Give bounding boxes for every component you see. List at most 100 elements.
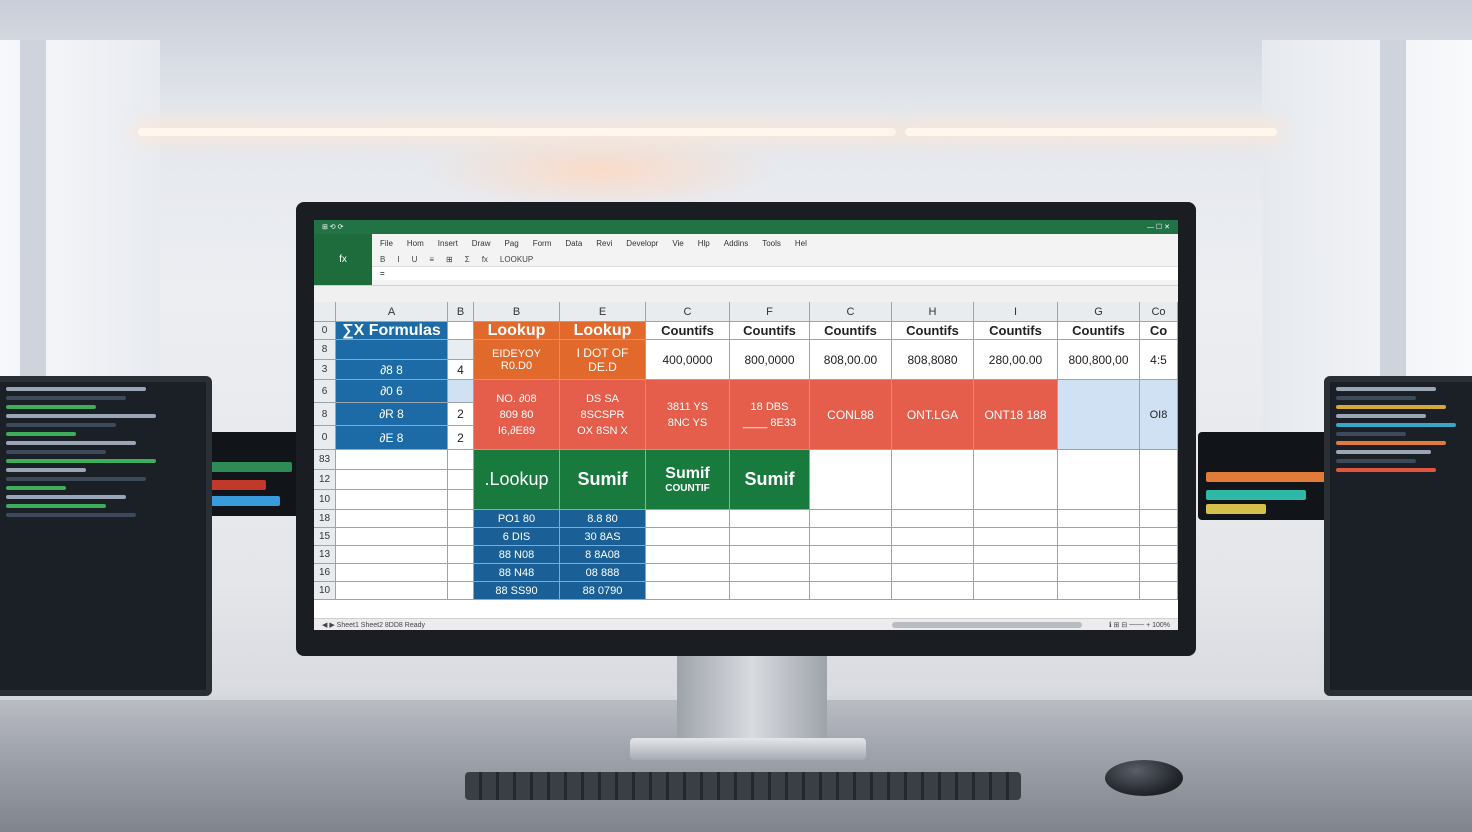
cell[interactable] (448, 450, 474, 470)
cell[interactable] (646, 564, 730, 582)
cell[interactable] (646, 510, 730, 528)
row-number[interactable]: 0 (314, 322, 336, 340)
cell[interactable] (448, 380, 474, 403)
cell[interactable]: 88 N48 (474, 564, 560, 582)
cell[interactable] (810, 510, 892, 528)
cell[interactable] (730, 510, 810, 528)
cell[interactable]: 2 (448, 403, 474, 426)
cell[interactable] (448, 528, 474, 546)
cell[interactable]: 2 (448, 426, 474, 450)
column-header[interactable]: E (560, 302, 646, 322)
menu-item[interactable]: Pag (504, 239, 519, 248)
cell[interactable]: 8.8 80 (560, 510, 646, 528)
cell[interactable] (892, 528, 974, 546)
window-controls[interactable]: — ☐ ✕ (1146, 224, 1170, 231)
count-value-cell[interactable]: 800,800,00 (1058, 340, 1140, 380)
cell[interactable] (974, 546, 1058, 564)
count-value-cell[interactable]: 808,8080 (892, 340, 974, 380)
italic-button[interactable]: I (397, 255, 400, 264)
formula-input[interactable]: = (380, 269, 385, 278)
row-number[interactable]: 12 (314, 470, 336, 490)
menu-item[interactable]: Hom (406, 239, 424, 248)
cell[interactable] (810, 564, 892, 582)
cell[interactable]: 88 N08 (474, 546, 560, 564)
cell[interactable] (1058, 380, 1140, 450)
cell[interactable]: 6 DIS (474, 528, 560, 546)
cell[interactable] (448, 490, 474, 510)
cell[interactable] (336, 510, 448, 528)
cell[interactable] (974, 564, 1058, 582)
column-header[interactable]: B (448, 302, 474, 322)
menu-item[interactable]: Tools (762, 239, 781, 248)
column-header[interactable]: Co (1140, 302, 1178, 322)
lookup-header-cell[interactable]: Lookup (474, 322, 560, 340)
align-icon[interactable]: ≡ (429, 255, 435, 264)
lookup-value-cell[interactable]: EIDEYOY R0.D0 (474, 340, 560, 380)
column-header[interactable]: B (474, 302, 560, 322)
count-result-cell[interactable]: 18 DBS ____ 8E33 (730, 380, 810, 450)
menu-item[interactable]: Addins (723, 239, 749, 248)
cell[interactable]: PO1 80 (474, 510, 560, 528)
menu-item[interactable]: Hlp (697, 239, 710, 248)
sumif-function-cell[interactable]: Sumif (730, 450, 810, 510)
cell[interactable]: ∂R 8 (336, 403, 448, 426)
countifs-header-cell[interactable]: Countifs (1058, 322, 1140, 340)
row-number[interactable]: 6 (314, 380, 336, 403)
sheet-tabs[interactable]: ◀ ▶ Sheet1 Sheet2 8DD8 Ready (322, 621, 425, 629)
column-header[interactable]: C (810, 302, 892, 322)
cell[interactable] (646, 528, 730, 546)
cell[interactable] (336, 546, 448, 564)
row-number[interactable]: 3 (314, 360, 336, 380)
cell[interactable] (810, 582, 892, 600)
cell[interactable] (892, 564, 974, 582)
cell[interactable] (1058, 564, 1140, 582)
cell[interactable] (892, 582, 974, 600)
cell[interactable] (336, 528, 448, 546)
cell[interactable] (646, 546, 730, 564)
column-header[interactable]: H (892, 302, 974, 322)
cell[interactable]: 88 SS90 (474, 582, 560, 600)
cell[interactable] (974, 528, 1058, 546)
cell[interactable]: 4 (448, 360, 474, 380)
cell[interactable] (892, 450, 974, 510)
countifs-header-cell[interactable]: Countifs (810, 322, 892, 340)
lookup-function-cell[interactable]: .Lookup (474, 450, 560, 510)
row-number[interactable]: 10 (314, 582, 336, 600)
cell[interactable]: 88 0790 (560, 582, 646, 600)
menu-item[interactable]: Insert (437, 239, 458, 248)
column-header[interactable]: I (974, 302, 1058, 322)
count-value-cell[interactable]: 400,0000 (646, 340, 730, 380)
cell[interactable] (1140, 546, 1178, 564)
row-number[interactable]: 83 (314, 450, 336, 470)
formula-bar[interactable]: = (372, 266, 1178, 280)
cell[interactable] (730, 528, 810, 546)
cell[interactable] (448, 582, 474, 600)
cell[interactable] (730, 564, 810, 582)
cell[interactable] (1058, 582, 1140, 600)
lookup-header-cell[interactable]: Lookup (560, 322, 646, 340)
cell[interactable] (336, 340, 448, 360)
row-number[interactable]: 15 (314, 528, 336, 546)
row-number[interactable]: 8 (314, 340, 336, 360)
cell[interactable] (892, 510, 974, 528)
sumif-function-cell[interactable]: Sumif COUNTIF (646, 450, 730, 510)
lookup-result-cell[interactable]: NO. ∂08 809 80 I6,∂E89 (474, 380, 560, 450)
row-number[interactable]: 8 (314, 403, 336, 426)
row-number[interactable]: 0 (314, 426, 336, 450)
row-number[interactable]: 10 (314, 490, 336, 510)
cell[interactable]: ∂8 8 (336, 360, 448, 380)
horizontal-scrollbar[interactable] (892, 622, 1082, 628)
cell[interactable] (336, 450, 448, 470)
bold-button[interactable]: B (380, 255, 386, 264)
cell[interactable] (448, 322, 474, 340)
cell[interactable] (974, 450, 1058, 510)
quick-access-toolbar[interactable]: ⊞ ⟲ ⟳ (322, 224, 344, 231)
cell[interactable] (646, 582, 730, 600)
menu-item[interactable]: Hel (794, 239, 807, 248)
cell[interactable] (448, 470, 474, 490)
cell[interactable] (1140, 450, 1178, 510)
column-header[interactable]: G (1058, 302, 1140, 322)
count-value-cell[interactable]: 808,00.00 (810, 340, 892, 380)
row-number[interactable]: 18 (314, 510, 336, 528)
cell[interactable]: ∂0 6 (336, 380, 448, 403)
